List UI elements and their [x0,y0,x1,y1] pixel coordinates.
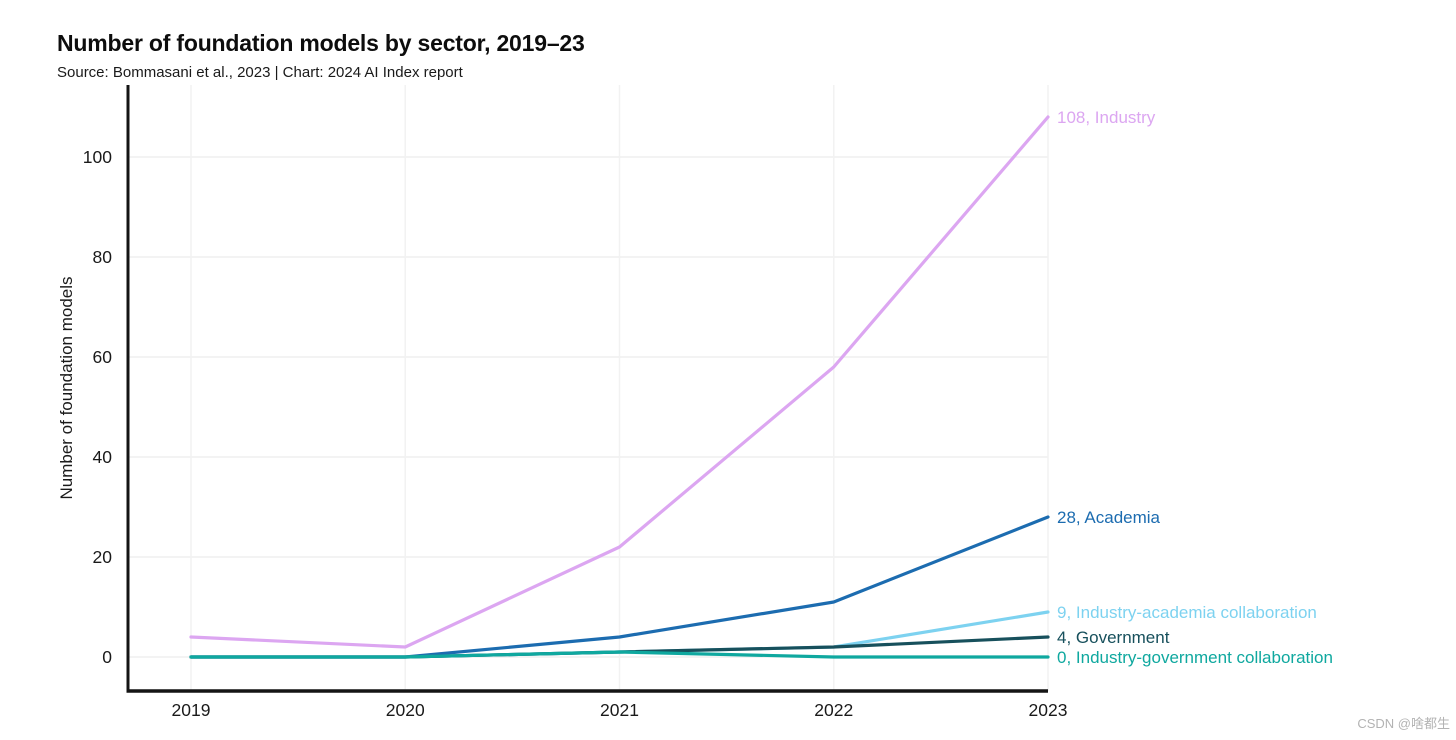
y-tick-label: 0 [102,647,112,667]
series-end-label-industry: 108, Industry [1057,108,1156,127]
series-end-label-government: 4, Government [1057,628,1170,647]
series-line-industry [189,115,1050,649]
y-tick-label: 20 [93,547,113,567]
series-end-label-industry-academia-collaboration: 9, Industry-academia collaboration [1057,603,1317,622]
x-tick-label: 2020 [386,700,425,720]
y-axis-title: Number of foundation models [57,276,76,499]
x-tick-label: 2021 [600,700,639,720]
y-tick-label: 40 [93,447,113,467]
chart-title: Number of foundation models by sector, 2… [57,30,585,56]
series-end-label-industry-government-collaboration: 0, Industry-government collaboration [1057,648,1333,667]
x-tick-label: 2023 [1029,700,1068,720]
y-tick-label: 100 [83,147,112,167]
y-tick-label: 60 [93,347,113,367]
series-end-label-academia: 28, Academia [1057,508,1161,527]
x-tick-label: 2022 [814,700,853,720]
watermark: CSDN @啥都生 [1357,716,1450,731]
series-line-industry-government-collaboration [189,650,1050,659]
chart-subtitle: Source: Bommasani et al., 2023 | Chart: … [57,64,463,81]
y-tick-label: 80 [93,247,113,267]
x-tick-label: 2019 [172,700,211,720]
chart-header: Number of foundation models by sector, 2… [57,30,585,81]
